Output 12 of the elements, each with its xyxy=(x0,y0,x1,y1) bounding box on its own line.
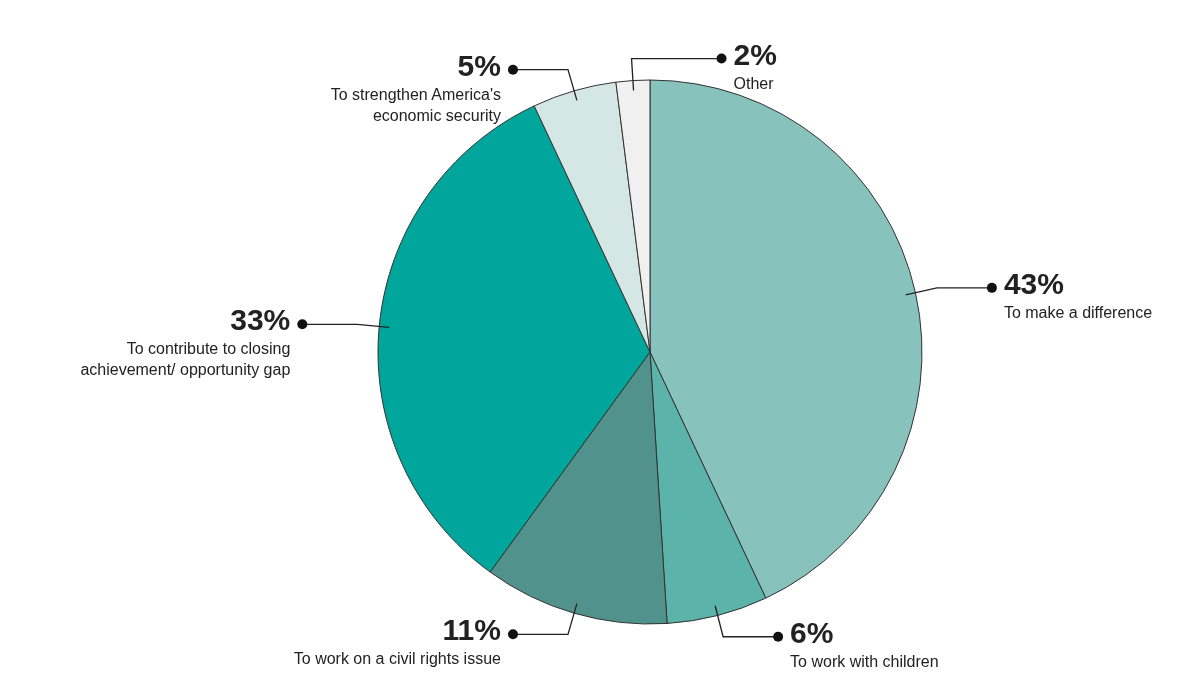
data-label: 43% xyxy=(1003,266,1064,300)
data-label: 2% xyxy=(733,37,777,71)
slice-label: To make a difference xyxy=(1003,303,1153,321)
data-label: 5% xyxy=(457,48,501,82)
slice-label: To work with children xyxy=(790,652,939,670)
slice-label: To contribute to closing achievement/ opportunity gap xyxy=(80,340,291,379)
data-label: 11% xyxy=(442,613,501,647)
data-label: 33% xyxy=(230,303,291,337)
slice-label: To strengthen America's economic security xyxy=(330,85,501,124)
data-label: 6% xyxy=(790,615,834,649)
slice-label: To work on a civil rights issue xyxy=(293,650,502,668)
slice-label: Other xyxy=(733,74,775,92)
